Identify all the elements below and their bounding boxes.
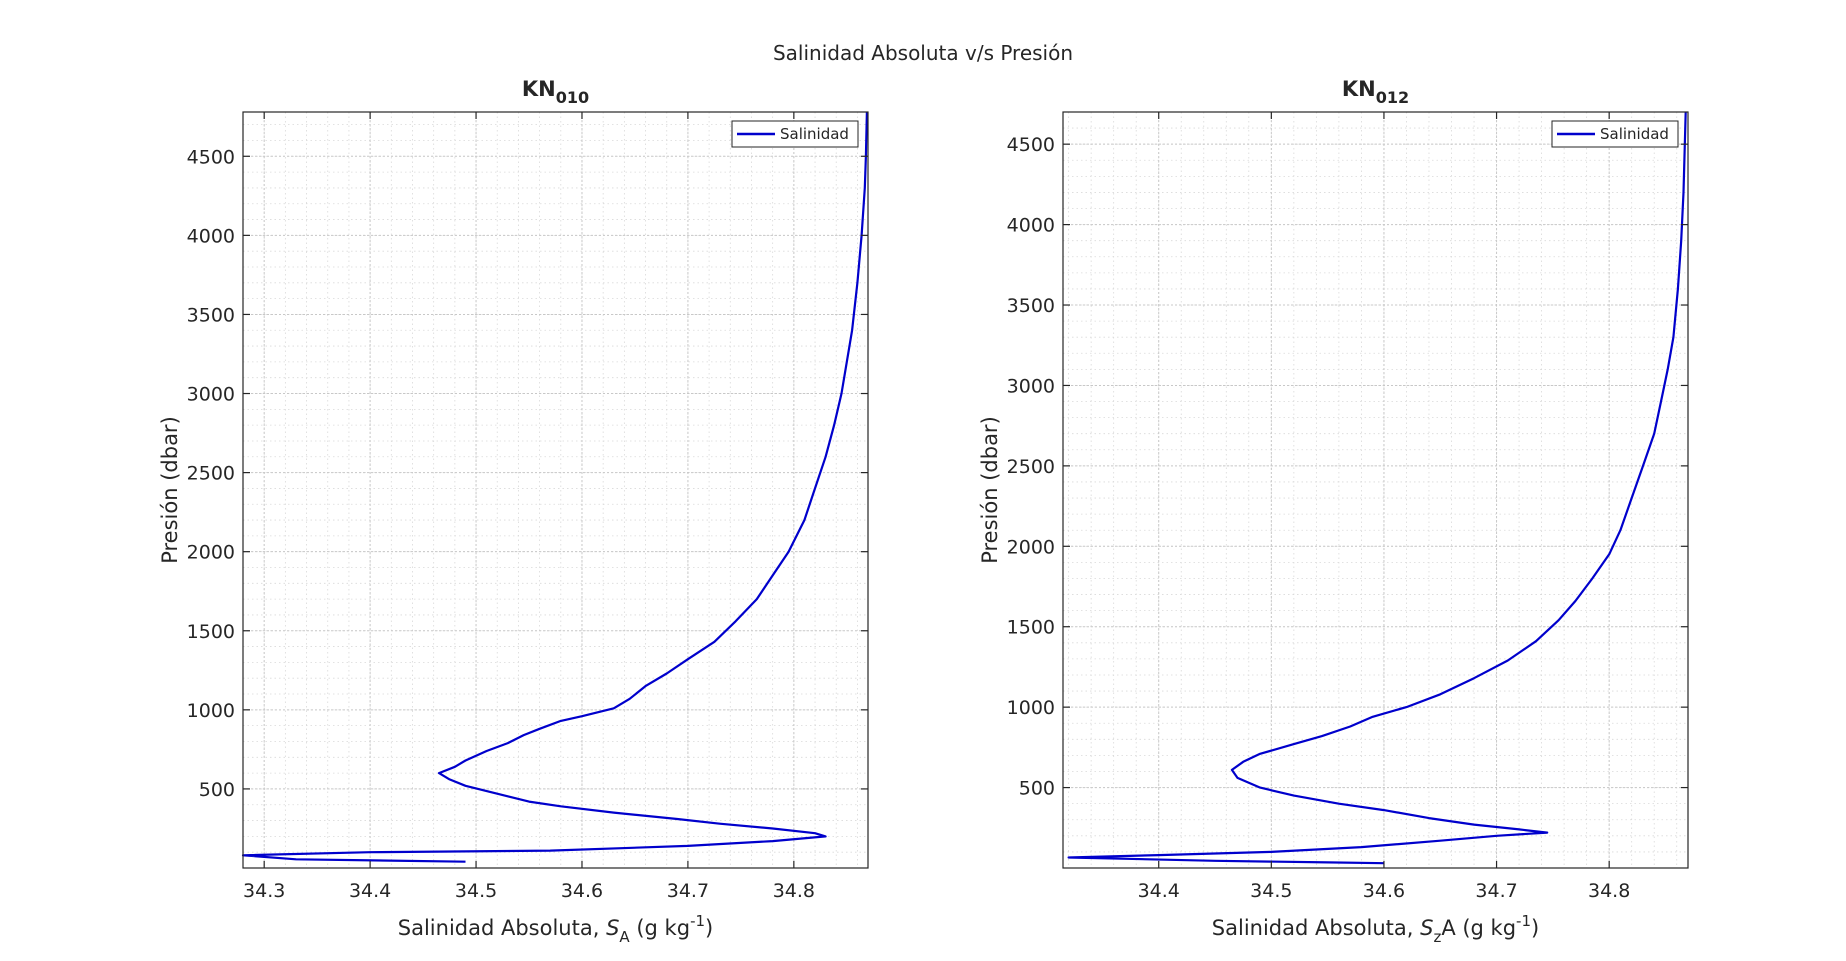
x-axis-label-units: A (g kg [1441,916,1516,940]
series-line-salinidad [1067,111,1687,865]
y-tick-label: 3500 [187,304,235,326]
x-axis-label: Salinidad Absoluta, SzA (g kg-1) [1212,912,1539,946]
x-axis-label-units-sup: -1 [690,912,705,930]
legend-label: Salinidad [780,125,849,143]
x-tick-label: 34.5 [1250,880,1292,902]
x-axis-label-var: S [1420,916,1433,940]
legend: Salinidad [731,120,859,148]
chart-1: 34.3 34.4 34.5 34.6 34.7 34.8 500 1000 1500 2000 2… [158,77,869,946]
y-tick-label: 3000 [187,384,235,406]
plot-area [1063,112,1688,868]
y-tick-label: 1000 [187,700,235,722]
x-axis-label-main: Salinidad Absoluta, [1212,916,1420,940]
x-tick-label: 34.8 [773,880,815,902]
ticks [243,112,868,868]
major-grid [243,112,868,868]
y-tick-label: 4500 [1007,134,1055,156]
y-tick-label: 2000 [187,542,235,564]
x-axis-label-var-sub: z [1433,928,1441,946]
axes-box [242,111,869,869]
chart-title-main: KN [1342,77,1376,101]
y-tick-label: 500 [199,779,235,801]
chart-title: KN010 [522,77,589,107]
x-tick-label: 34.7 [667,880,709,902]
chart-2: 34.4 34.5 34.6 34.7 34.8 500 1000 1500 2000 2500 3… [978,77,1689,946]
y-axis-label: Presión (dbar) [158,416,182,564]
y-tick-label: 1000 [1007,697,1055,719]
y-tick-label: 500 [1019,778,1055,800]
y-tick-label: 2500 [1007,456,1055,478]
y-tick-label: 4500 [187,146,235,168]
y-tick-label: 2500 [187,463,235,485]
x-tick-label: 34.4 [1138,880,1180,902]
series-line-salinidad [241,111,868,863]
chart-title-main: KN [522,77,556,101]
y-tick-label: 2000 [1007,536,1055,558]
y-tick-label: 1500 [1007,617,1055,639]
major-grid [1063,112,1688,868]
figure-suptitle: Salinidad Absoluta v/s Presión [773,41,1073,65]
x-axis-label: Salinidad Absoluta, SA (g kg-1) [398,912,713,946]
legend: Salinidad [1551,120,1679,148]
x-axis-label-units-sup: -1 [1516,912,1531,930]
axes-box [1062,111,1689,869]
y-axis-label: Presión (dbar) [978,416,1002,564]
x-tick-label: 34.6 [561,880,603,902]
ticks [1063,112,1688,868]
y-tick-label: 3000 [1007,375,1055,397]
y-tick-label: 4000 [1007,215,1055,237]
x-axis-label-units-end: ) [705,916,713,940]
x-tick-label: 34.8 [1588,880,1630,902]
x-tick-label: 34.3 [243,880,285,902]
legend-label: Salinidad [1600,125,1669,143]
y-tick-label: 3500 [1007,295,1055,317]
y-tick-label: 4000 [187,225,235,247]
x-tick-label: 34.6 [1363,880,1405,902]
x-axis-label-var-sub: A [619,928,630,946]
y-tick-label: 1500 [187,621,235,643]
x-axis-label-main: Salinidad Absoluta, [398,916,606,940]
x-tick-label: 34.4 [349,880,391,902]
chart-title: KN012 [1342,77,1409,107]
x-axis-label-units-end: ) [1531,916,1539,940]
x-axis-label-var: S [606,916,619,940]
x-tick-label: 34.5 [455,880,497,902]
chart-title-sub: 010 [556,88,589,107]
chart-title-sub: 012 [1376,88,1409,107]
x-tick-label: 34.7 [1475,880,1517,902]
x-axis-label-units: (g kg [630,916,690,940]
plot-area [243,112,868,868]
